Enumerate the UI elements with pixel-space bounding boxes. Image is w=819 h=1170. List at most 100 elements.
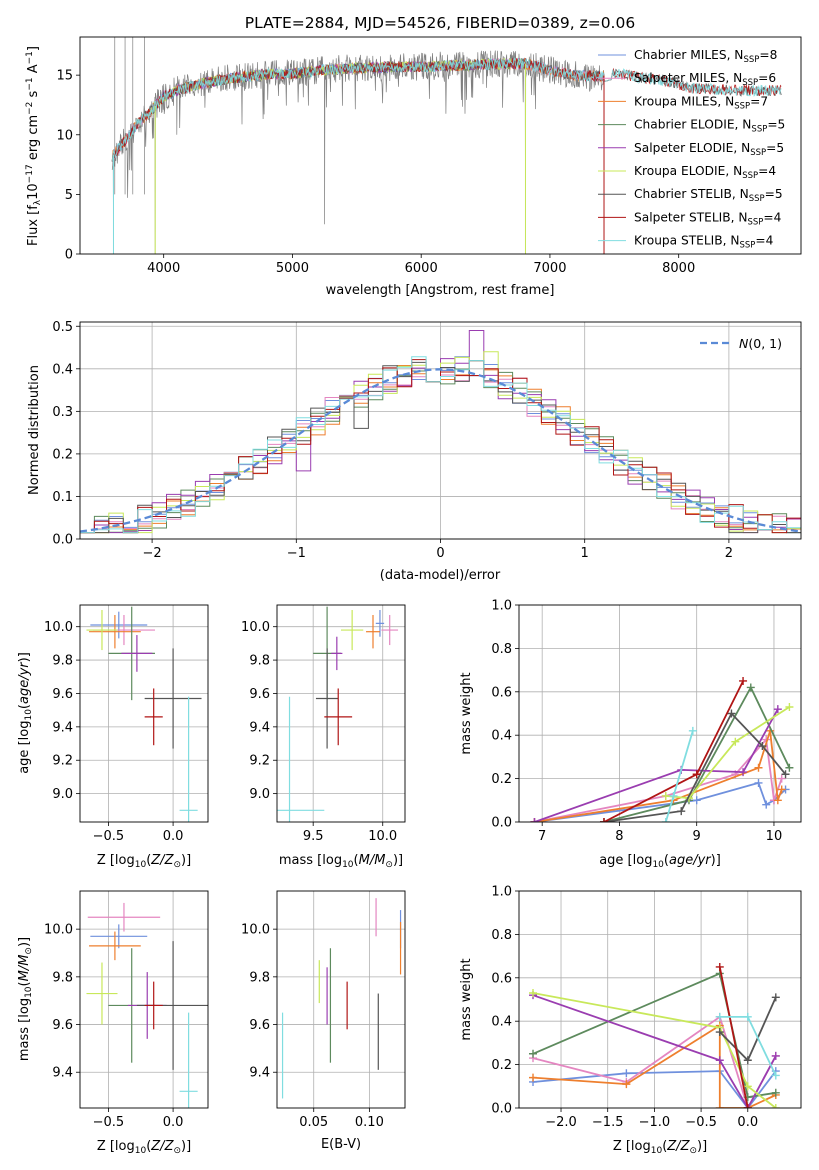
legend-nssp: =4	[758, 164, 776, 178]
label-part: 10	[651, 1146, 663, 1156]
series-line	[532, 994, 777, 1108]
label-part: ⊙	[385, 860, 393, 870]
data-point-marker	[743, 1012, 752, 1021]
series-kroupa-elodie	[661, 702, 794, 803]
label-part: )]	[697, 1139, 707, 1154]
label-part: mass [log	[279, 853, 342, 868]
y-tick-label: 10.0	[44, 620, 73, 635]
plot-area	[111, 37, 782, 254]
y-axis-label: Normed distribution	[27, 365, 42, 495]
x-tick-label: 7	[538, 829, 546, 844]
legend-label: Chabrier STELIB	[634, 187, 732, 201]
label-part: Flux [f	[26, 205, 41, 246]
data-point-marker	[715, 1104, 724, 1108]
axes-mass_vs_ebv: 0.05 0.10 9.4 9.6 9.8 10.0 E(B-V)	[241, 890, 406, 1152]
label-part: M/M	[359, 853, 386, 868]
axes-residuals: −2 −1 0 1 2 0.0 0.1 0.2 0.3 0.4 0.5 N(0, 1) (data-mo…	[27, 320, 802, 583]
data-point-marker	[692, 796, 701, 805]
x-axis-label: wavelength [Angstrom, rest frame]	[326, 283, 555, 298]
label-part: age/yr	[17, 661, 32, 704]
data-point-marker	[758, 742, 767, 751]
point-kroupa-elodie	[86, 962, 118, 1025]
legend-label: Kroupa ELODIE	[634, 164, 725, 178]
y-tick-label: 9.8	[52, 654, 73, 669]
label-part: (	[17, 704, 32, 709]
plot-area	[86, 606, 202, 822]
series-line	[532, 1023, 777, 1108]
label-part: Z [log	[97, 853, 135, 868]
label-part: Z [log	[613, 1139, 651, 1154]
y-tick-label: 0.8	[491, 642, 512, 657]
x-tick-label: 6000	[405, 261, 438, 276]
point-salpeter-stelib	[144, 981, 163, 1030]
data-point-marker	[727, 709, 736, 718]
label-part: 10	[135, 860, 147, 870]
data-point-marker	[622, 1080, 631, 1089]
axes-frame	[79, 604, 209, 823]
legend-label: Chabrier MILES	[634, 48, 727, 62]
label-part: 10	[652, 860, 664, 870]
point-chabrier-miles	[90, 611, 148, 639]
x-tick-label: 1	[581, 546, 589, 561]
label-part: ]	[26, 46, 41, 51]
data-point-marker	[529, 1073, 538, 1082]
data-point-marker	[715, 1012, 724, 1021]
data-point-marker	[773, 705, 782, 714]
x-tick-label: 0.0	[163, 1115, 184, 1130]
histogram-kroupa-elodie	[80, 351, 801, 534]
x-axis-label: E(B-V)	[321, 1137, 361, 1152]
x-tick-label: 9.5	[303, 829, 324, 844]
legend-n: , N	[727, 48, 744, 62]
label-part: age/yr	[669, 853, 712, 868]
y-tick-label: 15	[56, 69, 73, 84]
series-chabrier-stelib	[715, 993, 780, 1065]
legend-label: Salpeter MILES	[634, 71, 726, 85]
label-part: 10	[24, 986, 34, 998]
x-axis-label: age [log10(age/yr)]	[599, 853, 721, 870]
data-point-marker	[622, 1069, 631, 1078]
label-part: )]	[181, 1139, 191, 1154]
legend-nssp: =5	[767, 118, 785, 132]
label-part: age [log	[17, 721, 32, 774]
data-point-marker	[785, 763, 794, 772]
plot-area	[86, 902, 208, 1108]
label-part: Z/Z	[150, 1139, 174, 1154]
y-tick-label: 0.1	[52, 490, 73, 505]
label-part: mass [log	[17, 998, 32, 1061]
label-part: (	[146, 1139, 151, 1154]
x-axis-label: Z [log10(Z/Z⊙)]	[613, 1139, 707, 1156]
data-point-marker	[529, 1049, 538, 1058]
y-tick-label: 9.8	[249, 970, 270, 985]
x-axis-label: Z [log10(Z/Z⊙)]	[97, 1139, 191, 1156]
x-tick-label: 10	[766, 829, 783, 844]
legend-sub: SSP	[734, 101, 750, 111]
label-part: )]	[17, 937, 32, 947]
data-point-marker	[771, 993, 780, 1002]
legend-nssp: =5	[766, 141, 784, 155]
series-line	[603, 685, 791, 822]
y-axis-label: age [log10(age/yr)]	[17, 652, 34, 774]
label-part: )]	[17, 652, 32, 662]
axes-frame	[276, 604, 406, 823]
label-part: )]	[181, 853, 191, 868]
legend-sub: SSP	[740, 241, 756, 251]
y-tick-label: 1.0	[491, 599, 512, 614]
label-part: −1	[25, 77, 35, 90]
label-part: −2	[25, 102, 35, 115]
legend-sub: SSP	[749, 194, 765, 204]
point-salpeter-stelib	[144, 688, 163, 746]
legend-nssp: =5	[765, 187, 783, 201]
point-kroupa-stelib	[179, 696, 198, 822]
y-tick-label: 10.0	[44, 923, 73, 938]
axes-age_vs_Z: −0.5 0.09.09.29.49.69.810.0Z [log10(Z/Z⊙)…	[17, 604, 209, 870]
label-part: 10	[26, 183, 41, 200]
data-point-marker	[743, 1056, 752, 1065]
normal-curve	[80, 368, 801, 533]
y-tick-label: 0.2	[491, 772, 512, 787]
y-axis-label: Flux [fλ10−17 erg cm−2 s−1 A−1]	[25, 46, 43, 246]
legend-sub: SSP	[742, 171, 758, 181]
point-salpeter-stelib	[324, 688, 353, 746]
label-part: 10	[24, 709, 34, 721]
y-tick-label: 0.2	[491, 1058, 512, 1073]
y-tick-label: 0.4	[52, 362, 73, 377]
